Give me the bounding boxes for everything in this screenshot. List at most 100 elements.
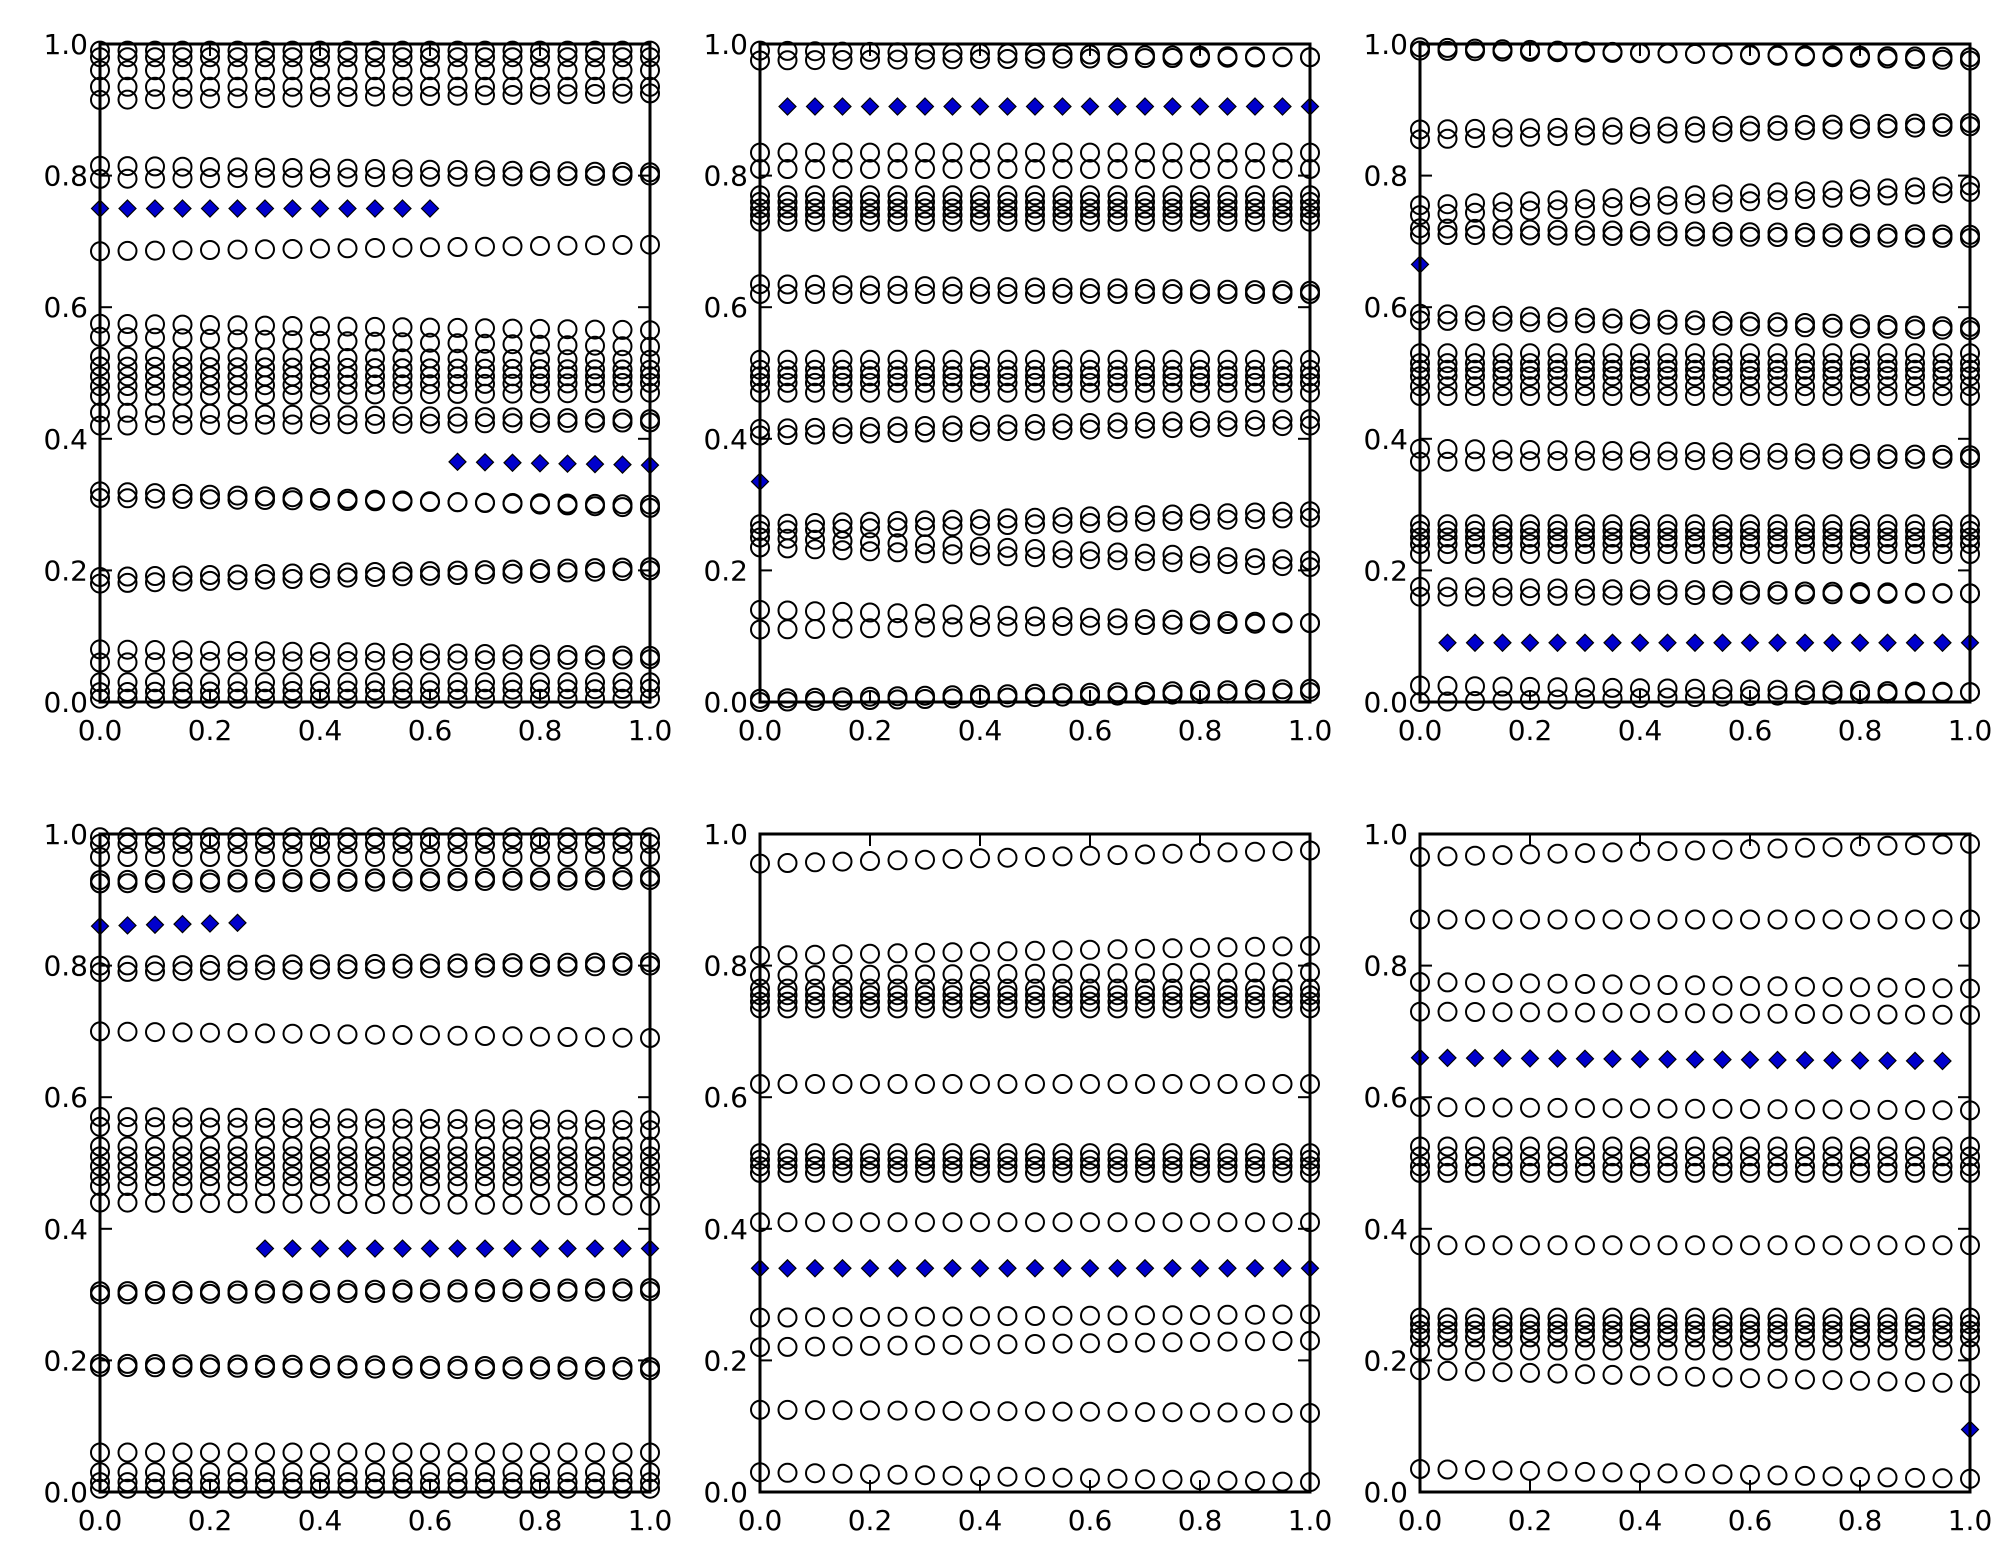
data-point-circle (612, 1166, 633, 1187)
data-point-circle (1767, 584, 1788, 605)
data-point-circle (1712, 1162, 1733, 1183)
data-point-circle (392, 76, 413, 97)
data-point-circle (970, 1143, 990, 1164)
data-point-diamond (1878, 633, 1897, 653)
data-point-circle (887, 275, 908, 296)
data-point-circle (1602, 343, 1623, 364)
data-point-circle (970, 284, 990, 304)
data-point-circle (392, 406, 413, 427)
data-point-circle (337, 567, 358, 588)
y-tick-label: 0.8 (703, 950, 748, 983)
data-point-diamond (585, 1239, 605, 1258)
data-point-circle (887, 689, 908, 710)
data-point-circle (1492, 1136, 1513, 1157)
data-point-circle (1135, 366, 1155, 387)
data-point-diamond (1218, 97, 1237, 116)
data-point-circle (502, 870, 523, 891)
data-point-circle (1080, 142, 1100, 163)
data-point-circle (1767, 190, 1788, 211)
data-point-circle (1437, 534, 1458, 555)
data-point-circle (915, 211, 935, 232)
data-point-circle (337, 847, 358, 867)
data-point-circle (1575, 514, 1595, 535)
data-point-circle (255, 157, 275, 178)
data-point-circle (1712, 909, 1733, 930)
data-point-circle (1712, 1314, 1733, 1335)
data-point-circle (145, 688, 165, 709)
data-point-circle (1575, 440, 1595, 461)
data-point-circle (612, 645, 633, 666)
data-point-circle (1052, 507, 1073, 528)
y-tick-label: 0.6 (1363, 1081, 1408, 1114)
data-point-circle (1712, 115, 1733, 136)
data-point-circle (1795, 114, 1815, 135)
data-point-circle (227, 375, 248, 396)
x-tick-label: 0.0 (78, 714, 123, 747)
data-point-circle (1822, 1327, 1843, 1348)
data-point-diamond (145, 199, 165, 218)
data-point-circle (1685, 1156, 1705, 1177)
y-tick-label: 0.6 (43, 291, 88, 324)
data-point-circle (200, 415, 220, 435)
data-point-circle (1025, 372, 1045, 393)
data-point-circle (255, 76, 275, 97)
data-point-circle (1822, 343, 1843, 364)
data-point-circle (1437, 520, 1458, 541)
data-point-circle (1767, 182, 1788, 203)
data-point-circle (1492, 343, 1513, 364)
data-point-circle (1080, 549, 1100, 570)
data-point-circle (1712, 343, 1733, 364)
data-point-circle (172, 1357, 193, 1378)
y-tick-label: 0.8 (43, 950, 88, 983)
data-point-circle (970, 978, 990, 999)
data-point-circle (805, 424, 825, 445)
data-point-diamond (1823, 1050, 1842, 1070)
data-point-circle (1877, 1371, 1898, 1392)
data-point-circle (1877, 1099, 1898, 1120)
data-point-circle (1905, 227, 1925, 248)
data-point-circle (145, 415, 165, 436)
data-point-circle (1685, 43, 1705, 64)
data-point-circle (530, 407, 550, 428)
data-point-circle (585, 373, 605, 394)
data-point-circle (365, 374, 385, 395)
data-point-circle (365, 1156, 385, 1177)
data-point-circle (915, 159, 935, 179)
data-point-circle (172, 415, 193, 436)
data-point-circle (1520, 1327, 1540, 1348)
data-point-circle (227, 157, 248, 178)
data-point-circle (1932, 1320, 1953, 1341)
data-point-circle (1630, 116, 1650, 137)
data-point-circle (1932, 1327, 1953, 1348)
data-point-circle (502, 493, 523, 513)
data-point-circle (777, 50, 798, 71)
data-point-circle (1657, 186, 1678, 207)
data-point-circle (585, 1442, 605, 1463)
data-point-circle (970, 1149, 990, 1170)
data-point-circle (805, 1212, 825, 1233)
data-point-circle (1465, 202, 1485, 223)
data-point-circle (970, 1212, 990, 1233)
data-point-circle (1217, 372, 1238, 393)
data-point-circle (1465, 520, 1485, 541)
data-point-diamond (860, 97, 880, 116)
data-point-circle (997, 998, 1018, 1019)
data-point-circle (942, 1156, 963, 1177)
data-point-circle (447, 827, 468, 848)
data-point-circle (1437, 514, 1458, 535)
data-point-circle (447, 1166, 468, 1187)
data-point-circle (227, 1156, 248, 1177)
data-point-circle (255, 564, 275, 584)
data-point-circle (1822, 119, 1843, 140)
data-point-circle (1162, 1469, 1183, 1490)
data-point-circle (1437, 1307, 1458, 1328)
data-point-circle (1547, 677, 1568, 698)
x-tick-label: 0.0 (78, 1504, 123, 1537)
data-point-circle (805, 205, 825, 226)
data-point-circle (447, 560, 468, 581)
data-point-circle (860, 998, 880, 1019)
data-point-circle (1575, 974, 1595, 994)
data-point-circle (1025, 1212, 1045, 1233)
data-point-circle (1272, 978, 1293, 999)
data-point-circle (1190, 937, 1210, 958)
